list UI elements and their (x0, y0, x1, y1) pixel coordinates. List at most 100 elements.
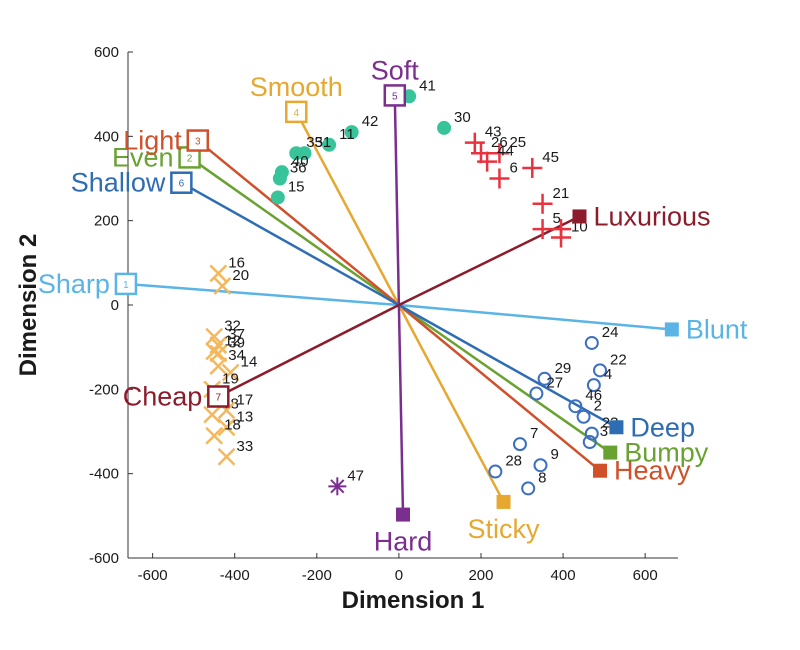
direction-label-shallow: Shallow (71, 168, 166, 198)
axis-frame (127, 51, 678, 559)
y-tick-label: 200 (94, 213, 119, 230)
data-point (209, 264, 228, 283)
data-point-label: 41 (419, 77, 436, 94)
direction-line-hard (397, 304, 405, 515)
direction-line-heavy (398, 304, 601, 472)
direction-label-luxurious: Luxurious (593, 201, 710, 231)
direction-label-sticky: Sticky (468, 514, 541, 544)
data-point-label: 17 (237, 391, 254, 408)
data-point-label: 28 (505, 453, 522, 470)
data-point-label: 43 (485, 124, 502, 141)
data-point-label: 36 (290, 160, 307, 177)
data-point (593, 363, 608, 378)
data-point (532, 219, 553, 240)
data-point (217, 447, 236, 466)
data-point-label: 46 (585, 387, 602, 404)
data-point (489, 168, 510, 189)
data-point (297, 146, 312, 161)
data-point-label: 27 (546, 375, 563, 392)
data-point-label: 11 (339, 126, 355, 143)
data-point (551, 227, 572, 248)
direction-line-luxurious (398, 215, 581, 307)
data-point-label: 22 (610, 351, 627, 368)
direction-start-box (186, 129, 210, 152)
data-point (272, 171, 287, 186)
direction-end-square (664, 322, 679, 337)
data-point (344, 125, 359, 140)
direction-end-square (603, 445, 618, 460)
direction-box-number: 1 (123, 280, 129, 291)
data-point-label: 24 (602, 324, 619, 341)
data-point-label: 14 (241, 353, 258, 370)
direction-line-deep (398, 303, 618, 429)
direction-box-number: 4 (294, 108, 300, 119)
data-point (532, 193, 553, 214)
x-tick-label: -400 (220, 567, 250, 584)
direction-end-square (496, 494, 511, 509)
direction-line-cheap (217, 303, 400, 398)
data-point (533, 458, 548, 473)
data-point (205, 327, 224, 346)
direction-line-soft (393, 95, 401, 306)
data-point-label: 21 (553, 185, 570, 202)
data-point-label: 12 (224, 332, 241, 349)
data-point-label: 42 (362, 113, 379, 130)
data-point (437, 120, 452, 135)
data-point-stroke (209, 344, 228, 363)
data-point-stroke (209, 357, 228, 376)
direction-line-sharp (125, 282, 399, 307)
data-point (203, 405, 222, 424)
data-point-label: 32 (224, 318, 241, 335)
x-tick-label: 0 (395, 567, 403, 584)
data-point-stroke (213, 277, 232, 295)
data-point (322, 137, 337, 152)
data-point-label: 39 (228, 334, 245, 351)
data-points: 4130421135314036154325264445621511016203… (203, 77, 627, 496)
data-point (270, 190, 285, 205)
direction-markers: 1 Sharp Blunt 2 Even Bumpy 3 Light Heavy 4 Smooth S… (38, 55, 748, 556)
data-point (209, 357, 228, 376)
direction-label-cheap: Cheap (123, 382, 203, 412)
data-point (217, 418, 236, 437)
direction-box-number: 3 (195, 137, 201, 148)
data-point-stroke (217, 418, 236, 437)
tick-labels: -600 -400 -200 0 200 400 600 -600 -400 -200 0 200 40… (89, 44, 658, 584)
data-point-label: 9 (551, 446, 559, 463)
data-point (328, 477, 347, 496)
direction-start-box (383, 84, 407, 107)
direction-line-smooth (295, 111, 400, 306)
data-point-label: 16 (228, 254, 245, 271)
data-point-label: 31 (314, 134, 331, 151)
data-point (221, 363, 240, 382)
data-point-label: 5 (553, 210, 561, 227)
direction-label-sharp: Sharp (38, 269, 110, 299)
data-point-label: 33 (237, 438, 254, 455)
x-tick-label: 200 (468, 567, 493, 584)
data-point (205, 342, 224, 361)
direction-end-square (396, 507, 410, 522)
direction-end-square (593, 463, 608, 478)
data-point (537, 371, 552, 386)
direction-label-bumpy: Bumpy (624, 438, 709, 468)
direction-label-blunt: Blunt (686, 314, 748, 344)
data-point (512, 437, 527, 452)
data-point-stroke (205, 342, 224, 361)
direction-end-square (609, 420, 624, 435)
data-point (477, 151, 498, 172)
data-point-label: 29 (555, 360, 572, 377)
data-point (464, 132, 485, 153)
x-tick-label: 400 (551, 567, 576, 584)
data-point-label: 7 (530, 425, 538, 442)
direction-start-box (114, 272, 138, 296)
data-point (582, 435, 597, 450)
direction-line-blunt (398, 303, 672, 331)
data-point-label: 18 (224, 417, 241, 434)
data-point (584, 426, 599, 441)
x-tick-label: 600 (633, 567, 658, 584)
data-point (209, 344, 228, 363)
direction-start-box (170, 171, 193, 194)
y-axis-label: Dimension 2 (15, 234, 42, 377)
direction-start-box (285, 100, 308, 124)
data-point-stroke (217, 447, 236, 466)
